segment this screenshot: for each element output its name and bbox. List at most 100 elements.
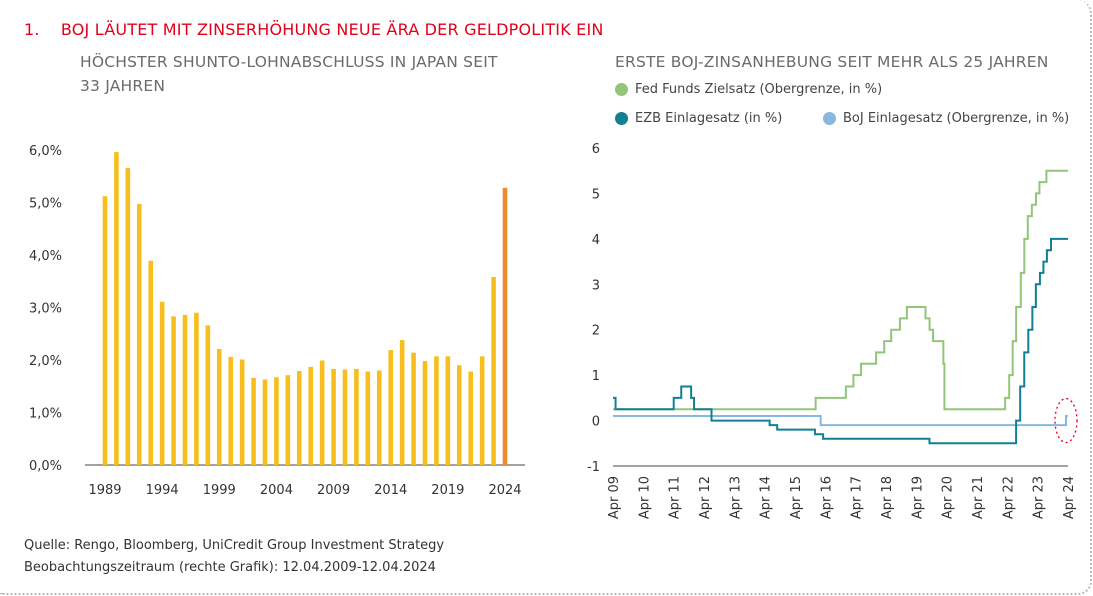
bar-y-tick-label: 6,0% (29, 144, 62, 159)
bar-x-tick-label: 2004 (260, 483, 293, 498)
line-x-tick-label: Apr 10 (637, 476, 652, 519)
bar-2004 (274, 377, 279, 465)
line-x-tick-label: Apr 13 (728, 476, 743, 519)
bar-1989 (102, 196, 108, 465)
line-x-tick-label: Apr 22 (1001, 476, 1016, 519)
line-x-tick-label: Apr 20 (941, 476, 956, 519)
bar-2023 (491, 277, 496, 465)
line-x-tick-label: Apr 14 (759, 476, 774, 519)
ecb-deposit-line (613, 237, 1068, 445)
legend-fed: Fed Funds Zielsatz (Obergrenze, in %) (615, 82, 882, 97)
bar-2018 (434, 356, 439, 465)
bar-x-tick-label: 2014 (374, 483, 407, 498)
left-chart-title-line2: 33 JAHREN (80, 77, 166, 95)
source-note: Quelle: Rengo, Bloomberg, UniCredit Grou… (24, 538, 445, 553)
line-x-tick-label: Apr 23 (1032, 476, 1047, 519)
bar-1996 (182, 314, 188, 465)
bar-2011 (354, 368, 359, 465)
bar-1999 (216, 348, 222, 465)
boj-deposit-line (613, 415, 1068, 427)
line-y-tick-label: 0 (592, 415, 600, 430)
bar-x-tick-label: 2009 (317, 483, 350, 498)
bar-1994 (159, 301, 165, 465)
title-text: BOJ LÄUTET MIT ZINSERHÖHUNG NEUE ÄRA DER… (60, 20, 604, 39)
bar-x-tick-label: 1989 (88, 483, 121, 498)
bar-1995 (171, 316, 176, 465)
bar-2005 (285, 375, 291, 465)
bar-2020 (456, 365, 462, 465)
legend-boj: BoJ Einlagesatz (Obergrenze, in %) (823, 111, 1069, 126)
bar-x-tick-label: 1994 (146, 483, 179, 498)
bar-2013 (376, 370, 382, 465)
bar-2016 (411, 352, 416, 465)
legend-ecb-label: EZB Einlagesatz (in %) (635, 111, 783, 126)
line-y-tick-label: -1 (587, 460, 600, 475)
bar-2024 (502, 187, 508, 466)
bar-y-tick-label: 1,0% (29, 407, 62, 422)
bar-2009 (331, 368, 336, 465)
line-x-tick-label: Apr 12 (698, 476, 713, 519)
bar-2006 (296, 371, 302, 465)
line-y-tick-label: 6 (592, 142, 600, 157)
bar-y-tick-label: 0,0% (29, 459, 62, 474)
highlight-ellipse (1054, 397, 1078, 444)
shunto-bar-chart: 0,0% 1,0% 2,0% 3,0% 4,0% 5,0% 6,0% 1989 1994 1999… (29, 144, 525, 498)
title-number: 1. (24, 20, 40, 39)
bar-2003 (262, 379, 268, 465)
period-note: Beobachtungszeitraum (rechte Grafik): 12… (24, 560, 436, 575)
legend-boj-swatch (823, 112, 836, 125)
bar-2002 (251, 377, 256, 465)
bar-2000 (228, 356, 234, 465)
legend-ecb: EZB Einlagesatz (in %) (615, 111, 782, 126)
legend-boj-label: BoJ Einlagesatz (Obergrenze, in %) (843, 111, 1070, 126)
fed-funds-line (613, 169, 1068, 411)
bar-2008 (319, 360, 325, 465)
right-chart-title: ERSTE BOJ-ZINSANHEBUNG SEIT MEHR ALS 25 … (615, 53, 1049, 71)
bar-y-tick-label: 5,0% (29, 197, 62, 212)
bar-2019 (445, 356, 451, 465)
bar-1990 (114, 152, 119, 465)
line-y-tick-label: 2 (592, 324, 600, 339)
legend-fed-label: Fed Funds Zielsatz (Obergrenze, in %) (635, 82, 883, 97)
bar-y-tick-label: 2,0% (29, 354, 62, 369)
bar-2022 (479, 356, 485, 465)
bar-2021 (468, 371, 474, 465)
bar-x-tick-label: 2024 (488, 483, 521, 498)
bar-2012 (365, 371, 371, 465)
interest-rate-line-chart: -1 0 1 2 3 4 5 6 Apr 09 Apr 10 Apr 11 Apr 12 Apr 13 A… (587, 142, 1078, 519)
bar-1993 (148, 260, 154, 465)
bar-y-tick-label: 3,0% (29, 302, 62, 317)
bar-2001 (239, 359, 245, 465)
bar-1991 (125, 167, 131, 465)
line-y-tick-label: 5 (592, 187, 600, 202)
left-chart-title: HÖCHSTER SHUNTO-LOHNABSCHLUSS IN JAPAN S… (80, 50, 498, 98)
page-title: 1. BOJ LÄUTET MIT ZINSERHÖHUNG NEUE ÄRA … (24, 20, 604, 39)
bar-2014 (388, 350, 394, 465)
bar-2007 (308, 366, 314, 465)
bar-2010 (342, 369, 348, 465)
line-x-tick-label: Apr 11 (668, 476, 683, 519)
line-x-tick-label: Apr 16 (819, 476, 834, 519)
legend-fed-swatch (615, 83, 628, 96)
bar-1998 (205, 325, 211, 465)
bar-x-tick-label: 2019 (431, 483, 464, 498)
line-y-tick-label: 1 (592, 369, 600, 384)
bar-x-tick-label: 1999 (203, 483, 236, 498)
bar-y-tick-label: 4,0% (29, 249, 62, 264)
line-x-tick-label: Apr 19 (910, 476, 925, 519)
line-x-tick-label: Apr 17 (850, 476, 865, 519)
left-chart-title-line1: HÖCHSTER SHUNTO-LOHNABSCHLUSS IN JAPAN S… (80, 53, 498, 71)
bar-1997 (194, 312, 199, 465)
line-x-tick-label: Apr 15 (789, 476, 804, 519)
line-x-tick-label: Apr 09 (607, 476, 622, 519)
bar-1992 (136, 204, 142, 465)
bar-2015 (399, 340, 405, 465)
line-y-tick-label: 3 (592, 278, 600, 293)
line-x-tick-label: Apr 21 (971, 476, 986, 519)
bar-2017 (422, 361, 428, 465)
line-x-tick-label: Apr 24 (1062, 476, 1077, 519)
legend-ecb-swatch (615, 112, 628, 125)
line-x-tick-label: Apr 18 (880, 476, 895, 519)
line-y-tick-label: 4 (592, 233, 600, 248)
